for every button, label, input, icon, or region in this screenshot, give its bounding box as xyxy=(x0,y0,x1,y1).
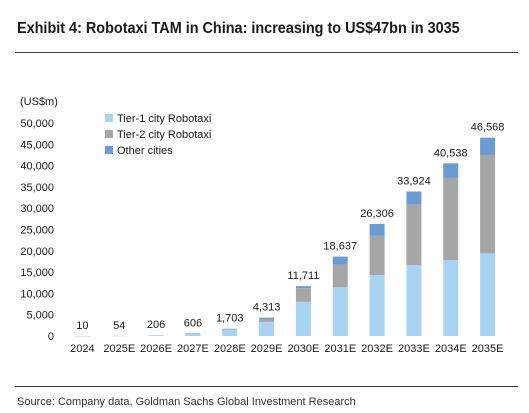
bar-segment xyxy=(406,191,422,205)
bar-segment xyxy=(185,333,201,334)
total-value-label: 26,306 xyxy=(360,208,394,220)
x-tick-label: 2032E xyxy=(361,343,393,355)
bar-segment xyxy=(369,223,385,236)
bar-segment xyxy=(406,204,422,266)
bar-segment xyxy=(295,301,311,336)
total-value-label: 54 xyxy=(113,320,125,332)
total-value-label: 40,538 xyxy=(434,147,468,159)
x-tick-label: 2024 xyxy=(70,343,94,355)
y-axis-unit-label: (US$m) xyxy=(20,96,58,108)
top-divider xyxy=(15,52,518,53)
x-tick-label: 2025E xyxy=(103,343,135,355)
y-tick-label: 0 xyxy=(48,331,54,343)
y-tick-label: 20,000 xyxy=(20,246,54,258)
legend-swatch xyxy=(105,146,113,154)
legend-swatch xyxy=(105,114,113,122)
y-tick-label: 25,000 xyxy=(20,225,54,237)
x-tick-label: 2030E xyxy=(288,343,320,355)
bar-segment xyxy=(406,265,422,336)
y-tick-label: 15,000 xyxy=(20,267,54,279)
bar-segment xyxy=(443,163,459,178)
y-tick-label: 45,000 xyxy=(20,139,54,151)
legend-label: Tier-1 city Robotaxi xyxy=(117,113,211,125)
bar-segment xyxy=(259,321,275,336)
y-axis-ticks: 0 5,000 10,000 15,000 20,000 25,000 30,000 35,0… xyxy=(20,118,54,343)
x-tick-label: 2026E xyxy=(140,343,172,355)
bar-segment xyxy=(443,177,459,261)
x-tick-label: 2027E xyxy=(177,343,209,355)
legend-label: Tier-2 city Robotaxi xyxy=(117,129,211,141)
x-axis-ticks: 2024 2025E 2026E 2027E 2028E 2029E 2030E 2031E 2… xyxy=(70,343,503,355)
total-value-label: 4,313 xyxy=(253,302,281,314)
legend-swatch xyxy=(105,130,113,138)
bar-segment xyxy=(222,329,238,336)
x-tick-label: 2035E xyxy=(472,343,504,355)
bar-segment xyxy=(369,275,385,336)
total-value-label: 11,711 xyxy=(287,270,319,282)
bar-segment xyxy=(185,333,201,336)
x-tick-label: 2028E xyxy=(214,343,246,355)
total-value-label: 33,924 xyxy=(397,175,431,187)
bar-segment xyxy=(259,318,275,322)
bar-segment xyxy=(295,286,311,289)
bar-segment xyxy=(222,328,238,330)
bar-segment xyxy=(148,335,164,336)
bar-segment xyxy=(332,287,348,336)
bar-segment xyxy=(480,253,496,336)
x-tick-label: 2034E xyxy=(435,343,467,355)
bar-segment xyxy=(259,317,275,319)
total-value-label: 606 xyxy=(184,317,202,329)
total-value-label: 10 xyxy=(76,320,88,332)
x-tick-label: 2031E xyxy=(324,343,356,355)
y-tick-label: 5,000 xyxy=(26,310,54,322)
legend: Tier-1 city Robotaxi Tier-2 city Robotaxi… xyxy=(105,113,211,157)
bar-segment xyxy=(332,264,348,288)
y-tick-label: 35,000 xyxy=(20,182,54,194)
exhibit-title: Exhibit 4: Robotaxi TAM in China: increa… xyxy=(17,20,460,37)
bar-segment xyxy=(222,328,238,330)
total-labels: 10 54 206 606 1,703 4,313 11,711 18,637 26,306 33… xyxy=(76,122,504,332)
bar-segment xyxy=(332,256,348,265)
bottom-divider xyxy=(15,386,518,387)
bar-segment xyxy=(480,137,496,155)
total-value-label: 46,568 xyxy=(471,122,505,134)
total-value-label: 18,637 xyxy=(323,241,357,253)
bar-segment xyxy=(443,260,459,336)
bar-segment xyxy=(74,335,90,337)
x-tick-label: 2029E xyxy=(251,343,283,355)
bar-stacks xyxy=(74,137,496,337)
bar-segment xyxy=(369,235,385,276)
y-tick-label: 50,000 xyxy=(20,118,54,130)
bar-segment xyxy=(295,288,311,302)
total-value-label: 1,703 xyxy=(216,313,244,325)
bar-segment xyxy=(111,335,127,337)
y-tick-label: 30,000 xyxy=(20,203,54,215)
total-value-label: 206 xyxy=(147,319,165,331)
legend-label: Other cities xyxy=(117,145,173,157)
bar-segment xyxy=(480,154,496,254)
y-tick-label: 40,000 xyxy=(20,161,54,173)
source-note: Source: Company data, Goldman Sachs Glob… xyxy=(17,396,356,408)
y-tick-label: 10,000 xyxy=(20,288,54,300)
x-tick-label: 2033E xyxy=(398,343,430,355)
